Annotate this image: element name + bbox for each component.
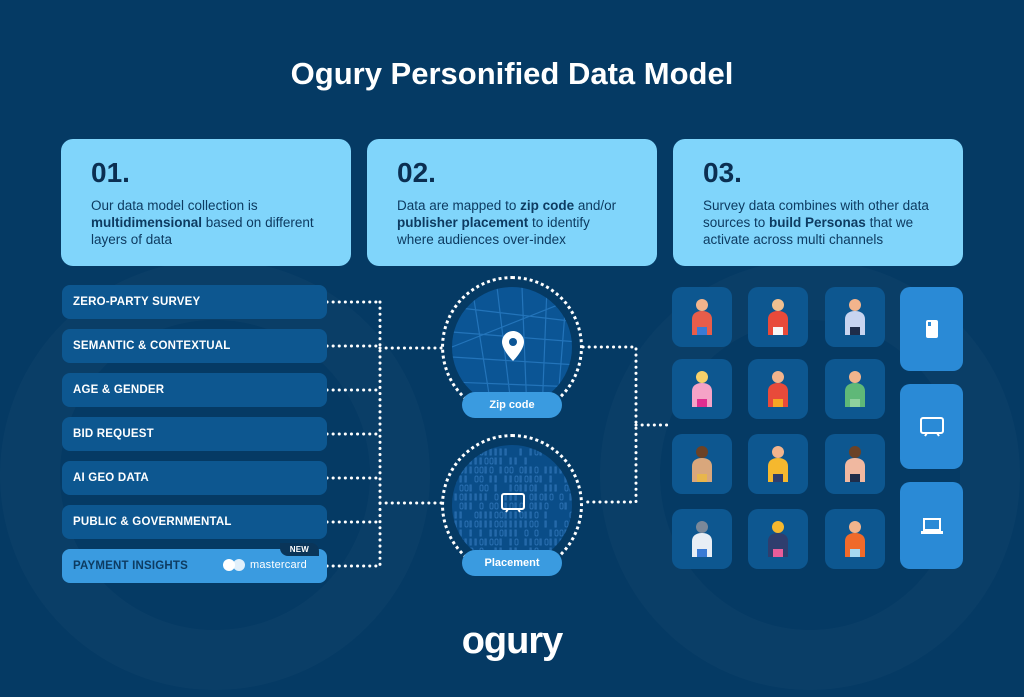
persona-family-icon <box>692 299 712 335</box>
zip-code-label: Zip code <box>462 392 562 418</box>
device-laptop <box>900 482 963 569</box>
persona-tile-couple <box>672 434 732 494</box>
source-label: PAYMENT INSIGHTS <box>73 560 189 572</box>
persona-fitness-icon <box>845 521 865 557</box>
step-description: Survey data combines with other data sou… <box>703 198 929 247</box>
persona-walker-backpack-icon <box>768 446 788 482</box>
laptop-icon <box>920 517 943 534</box>
step-description: Our data model collection is multidimens… <box>91 198 314 247</box>
source-payment-insights: PAYMENT INSIGHTS NEW mastercard <box>62 543 327 583</box>
persona-tile-superhero-family <box>748 359 808 419</box>
persona-tile-car-driver <box>672 509 732 569</box>
step-description: Data are mapped to zip code and/or publi… <box>397 198 617 247</box>
zip-code-circle <box>441 276 583 418</box>
page-title: Ogury Personified Data Model <box>290 56 734 91</box>
placement-circle <box>441 434 583 576</box>
source-bid-request: BID REQUEST <box>62 417 327 451</box>
map-pin-icon <box>502 331 524 361</box>
binary-pattern <box>454 448 572 564</box>
persona-superhero-family-icon <box>768 371 788 407</box>
step-card-1: 01. Our data model collection is multidim… <box>61 139 351 266</box>
persona-car-driver-icon <box>692 521 712 557</box>
placement-label: Placement <box>462 550 562 576</box>
mastercard-logo: mastercard <box>222 559 307 571</box>
source-semantic-contextual: SEMANTIC & CONTEXTUAL <box>62 329 327 363</box>
step-card-2: 02. Data are mapped to zip code and/or pu… <box>367 139 657 266</box>
persona-tile-nature-meditation <box>825 359 885 419</box>
persona-tile-fitness <box>825 509 885 569</box>
step-number: 03. <box>703 157 742 188</box>
persona-shopper-running-icon <box>692 371 712 407</box>
ogury-logo: ogury <box>461 620 564 662</box>
persona-tile-drinker <box>825 434 885 494</box>
tv-icon <box>919 416 944 437</box>
persona-nature-meditation-icon <box>845 371 865 407</box>
persona-tile-walker-backpack <box>748 434 808 494</box>
step-number: 01. <box>91 157 130 188</box>
step-card-3: 03. Survey data combines with other data … <box>673 139 963 266</box>
persona-shopping-bags-icon <box>768 521 788 557</box>
source-age-gender: AGE & GENDER <box>62 373 327 407</box>
persona-phone-user-icon <box>845 299 865 335</box>
persona-tile-shopper-running <box>672 359 732 419</box>
persona-tile-vr-user <box>748 287 808 347</box>
source-zero-party-survey: ZERO-PARTY SURVEY <box>62 285 327 319</box>
device-smartphone <box>900 287 963 371</box>
source-ai-geo-data: AI GEO DATA <box>62 461 327 495</box>
persona-vr-user-icon <box>768 299 788 335</box>
persona-drinker-icon <box>845 446 865 482</box>
source-public-governmental: PUBLIC & GOVERNMENTAL <box>62 505 327 539</box>
persona-tile-phone-user <box>825 287 885 347</box>
persona-tile-shopping-bags <box>748 509 808 569</box>
persona-couple-icon <box>692 446 712 482</box>
tv-icon <box>501 493 525 513</box>
device-tv <box>900 384 963 469</box>
step-number: 02. <box>397 157 436 188</box>
persona-tile-family <box>672 287 732 347</box>
new-badge: NEW <box>279 543 319 556</box>
smartphone-icon <box>925 320 938 338</box>
